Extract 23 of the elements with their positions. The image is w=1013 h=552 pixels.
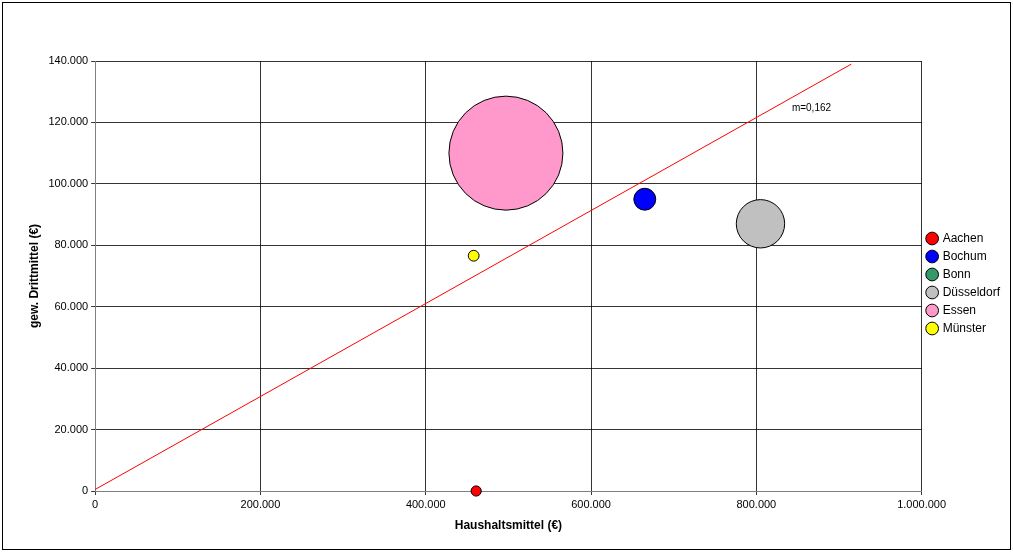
y-tick-label: 60.000 — [54, 299, 89, 312]
y-tick-label: 40.000 — [54, 361, 89, 374]
x-axis-title: Haushaltsmittel (€) — [454, 517, 563, 532]
legend-label: Aachen — [942, 230, 984, 245]
legend-label: Essen — [942, 302, 976, 317]
y-tick-label: 100.000 — [48, 176, 89, 189]
legend-label: Düsseldorf — [942, 284, 1001, 299]
annotation: m=0,162 — [791, 102, 832, 114]
y-axis-title: gew. Drittmittel (€) — [26, 223, 41, 329]
x-tick-label: 800.000 — [736, 497, 777, 510]
x-tick-label: 600.000 — [571, 497, 611, 510]
legend-label: Bonn — [942, 266, 971, 281]
y-tick-label: 0 — [82, 484, 89, 497]
y-tick-label: 20.000 — [54, 422, 89, 435]
x-tick-label: 200.000 — [240, 497, 281, 510]
x-tick-label: 1.000.000 — [897, 497, 947, 510]
x-tick-label: 0 — [92, 497, 99, 510]
legend-label: Bochum — [942, 248, 987, 263]
y-tick-label: 80.000 — [54, 238, 89, 251]
x-tick-label: 400.000 — [405, 497, 446, 510]
legend-label: Münster — [942, 320, 986, 335]
y-tick-label: 140.000 — [48, 54, 89, 67]
y-tick-label: 120.000 — [48, 115, 89, 128]
